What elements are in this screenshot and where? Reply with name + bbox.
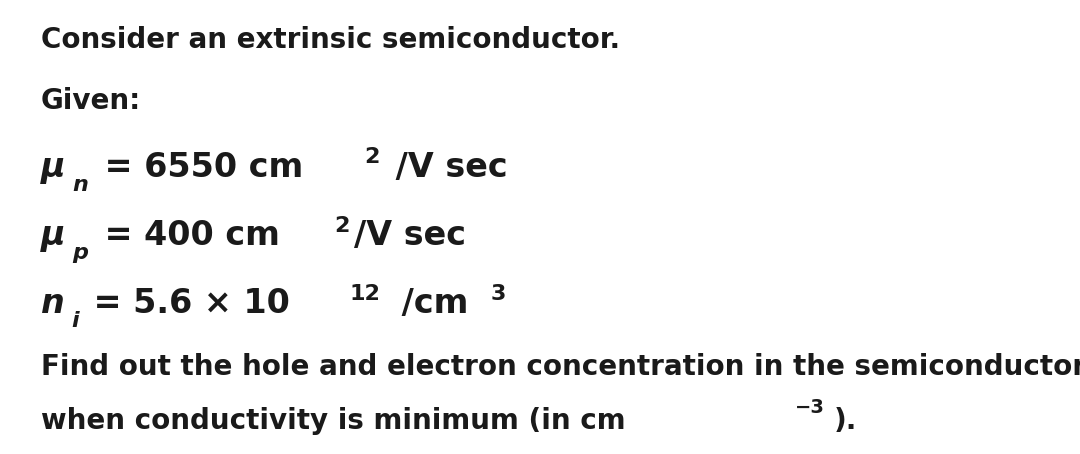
Text: /V sec: /V sec bbox=[384, 151, 508, 184]
Text: /cm: /cm bbox=[390, 287, 468, 320]
Text: 2: 2 bbox=[335, 216, 350, 236]
Text: 2: 2 bbox=[364, 148, 380, 168]
Text: n: n bbox=[72, 175, 89, 195]
Text: p: p bbox=[72, 243, 89, 263]
Text: n: n bbox=[41, 287, 65, 320]
Text: −3: −3 bbox=[795, 398, 825, 417]
Text: Find out the hole and electron concentration in the semiconductor: Find out the hole and electron concentra… bbox=[41, 353, 1080, 380]
Text: i: i bbox=[71, 311, 79, 331]
Text: Given:: Given: bbox=[41, 87, 141, 115]
Text: μ: μ bbox=[41, 219, 66, 252]
Text: when conductivity is minimum (in cm: when conductivity is minimum (in cm bbox=[41, 407, 625, 435]
Text: = 6550 cm: = 6550 cm bbox=[93, 151, 303, 184]
Text: Consider an extrinsic semiconductor.: Consider an extrinsic semiconductor. bbox=[41, 26, 620, 54]
Text: 3: 3 bbox=[490, 284, 507, 304]
Text: = 5.6 × 10: = 5.6 × 10 bbox=[81, 287, 289, 320]
Text: /V sec: /V sec bbox=[354, 219, 467, 252]
Text: = 400 cm: = 400 cm bbox=[93, 219, 280, 252]
Text: 12: 12 bbox=[350, 284, 380, 304]
Text: μ: μ bbox=[41, 151, 66, 184]
Text: ).: ). bbox=[834, 407, 858, 435]
